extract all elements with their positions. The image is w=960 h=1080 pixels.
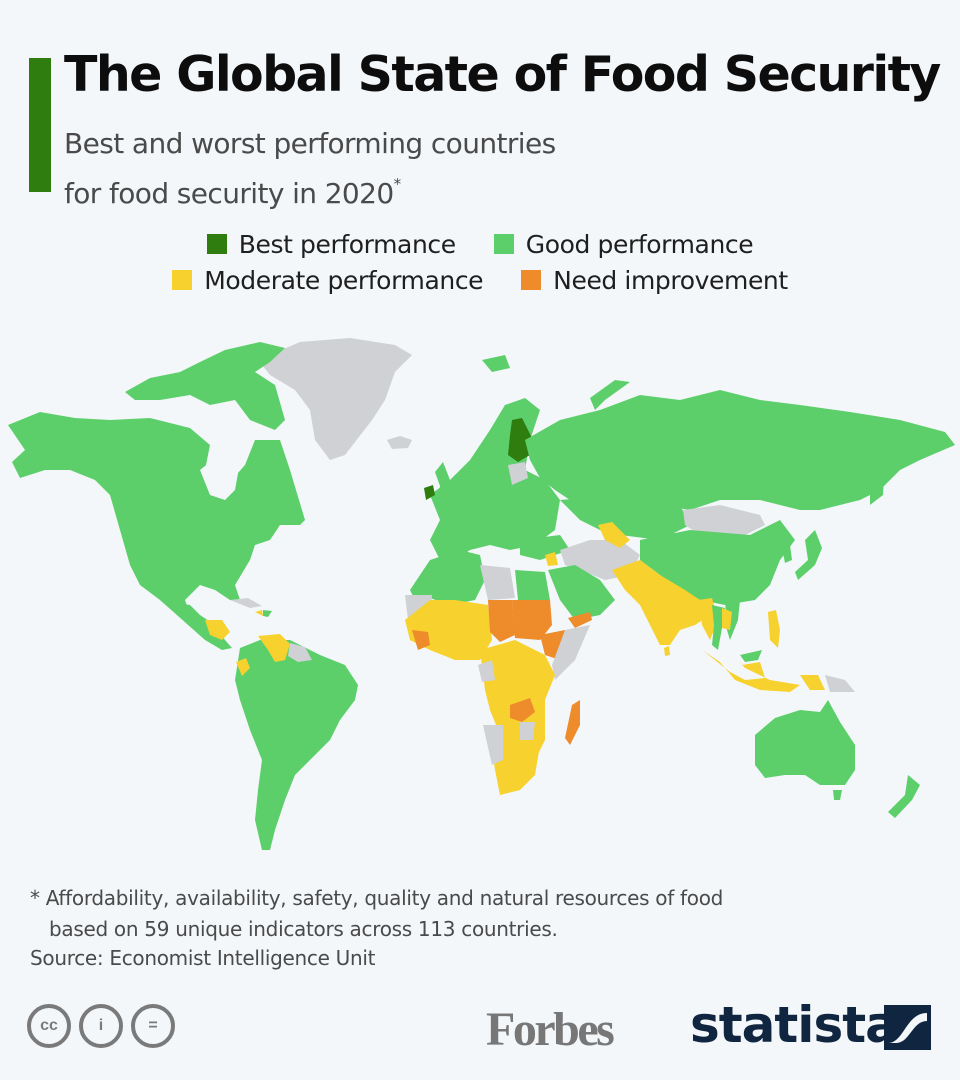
- footnote: * Affordability, availability, safety, q…: [30, 883, 723, 945]
- subtitle-line-2: for food security in 2020: [64, 177, 394, 210]
- region-syria: [545, 552, 558, 566]
- region-papua: [800, 675, 825, 690]
- region-sudan: [512, 600, 552, 640]
- region-botswana: [520, 722, 535, 740]
- region-indonesia: [702, 650, 800, 692]
- region-namibia: [483, 725, 503, 765]
- region-dominican: [263, 610, 272, 617]
- region-new-zealand: [888, 775, 920, 818]
- region-zambia: [510, 698, 535, 722]
- statista-mark-icon: [884, 1005, 931, 1050]
- region-ireland: [424, 485, 435, 500]
- source-note: Source: Economist Intelligence Unit: [30, 946, 376, 970]
- region-belarus: [508, 462, 528, 485]
- region-yemen: [568, 612, 592, 628]
- region-central-america-moderate: [205, 620, 230, 640]
- region-philippines: [768, 610, 780, 648]
- legend-swatch-good: [493, 234, 514, 254]
- region-arabia: [548, 565, 615, 620]
- region-chad: [488, 600, 515, 642]
- world-map: [8, 338, 955, 850]
- region-vietnam: [725, 600, 740, 640]
- region-uzbekistan: [598, 522, 630, 548]
- region-central-asia: [560, 495, 690, 540]
- legend-swatch-best: [206, 234, 227, 254]
- legend-row-2: Moderate performance Need improvement: [0, 262, 960, 298]
- page-title: The Global State of Food Security: [64, 46, 941, 103]
- region-south-asia: [612, 560, 710, 645]
- region-north-africa-green: [410, 550, 485, 605]
- region-gabon: [478, 660, 495, 682]
- by-icon[interactable]: i: [79, 1004, 123, 1048]
- cc-icon[interactable]: cc: [27, 1004, 71, 1048]
- region-japan: [795, 530, 822, 580]
- region-tasmania: [833, 790, 842, 800]
- region-haiti: [255, 610, 263, 616]
- region-russia: [525, 390, 955, 510]
- region-guinea: [412, 630, 430, 650]
- region-mongolia: [683, 505, 765, 535]
- accent-bar: [29, 58, 51, 192]
- region-canada-arctic: [125, 342, 285, 430]
- region-north-america: [8, 412, 305, 615]
- legend-label-good: Good performance: [525, 229, 754, 259]
- region-finland: [508, 418, 532, 462]
- region-madagascar: [565, 700, 580, 745]
- forbes-logo[interactable]: Forbes: [486, 1003, 615, 1056]
- nd-icon[interactable]: =: [131, 1004, 175, 1048]
- region-ecuador: [236, 658, 250, 676]
- legend: Best performance Good performance Modera…: [0, 226, 960, 298]
- footnote-line-2: based on 59 unique indicators across 113…: [49, 917, 558, 941]
- region-svalbard: [482, 355, 510, 372]
- legend-swatch-moderate: [172, 270, 193, 290]
- legend-item-best: Best performance: [206, 229, 456, 259]
- subtitle: Best and worst performing countries for …: [64, 124, 556, 214]
- region-china: [640, 520, 795, 605]
- footnote-line-1: * Affordability, availability, safety, q…: [30, 886, 724, 910]
- legend-label-moderate: Moderate performance: [204, 265, 484, 295]
- region-korea: [782, 545, 792, 563]
- region-egypt: [515, 570, 550, 600]
- subtitle-asterisk: *: [393, 175, 401, 193]
- region-venezuela: [258, 634, 290, 662]
- region-australia: [755, 700, 855, 785]
- region-turkey: [520, 535, 570, 560]
- region-south-america: [235, 640, 358, 850]
- region-malaysia: [740, 650, 762, 662]
- region-guianas: [288, 643, 312, 662]
- legend-row-1: Best performance Good performance: [0, 226, 960, 262]
- region-cambodia-laos: [722, 608, 732, 630]
- region-novaya-zemlya: [590, 380, 630, 410]
- legend-item-moderate: Moderate performance: [172, 265, 484, 295]
- statista-logo[interactable]: statista: [690, 996, 899, 1054]
- region-somalia: [552, 625, 590, 680]
- legend-label-need-improvement: Need improvement: [553, 265, 788, 295]
- region-cuba: [230, 598, 262, 608]
- region-kamchatka: [870, 460, 885, 505]
- region-hudson-bay: [200, 458, 240, 500]
- region-greenland: [258, 338, 412, 460]
- region-uk: [435, 462, 450, 500]
- subtitle-line-1: Best and worst performing countries: [64, 127, 556, 160]
- region-libya: [480, 565, 515, 600]
- legend-swatch-need-improvement: [521, 270, 542, 290]
- legend-item-good: Good performance: [493, 229, 754, 259]
- region-png: [825, 675, 855, 692]
- legend-item-need-improvement: Need improvement: [521, 266, 788, 295]
- region-sri-lanka: [664, 646, 670, 656]
- legend-label-best: Best performance: [238, 229, 456, 259]
- region-central-america-green: [160, 600, 232, 650]
- license-icons: cc i =: [27, 1004, 175, 1048]
- region-iceland: [387, 436, 412, 449]
- region-thailand: [712, 605, 725, 650]
